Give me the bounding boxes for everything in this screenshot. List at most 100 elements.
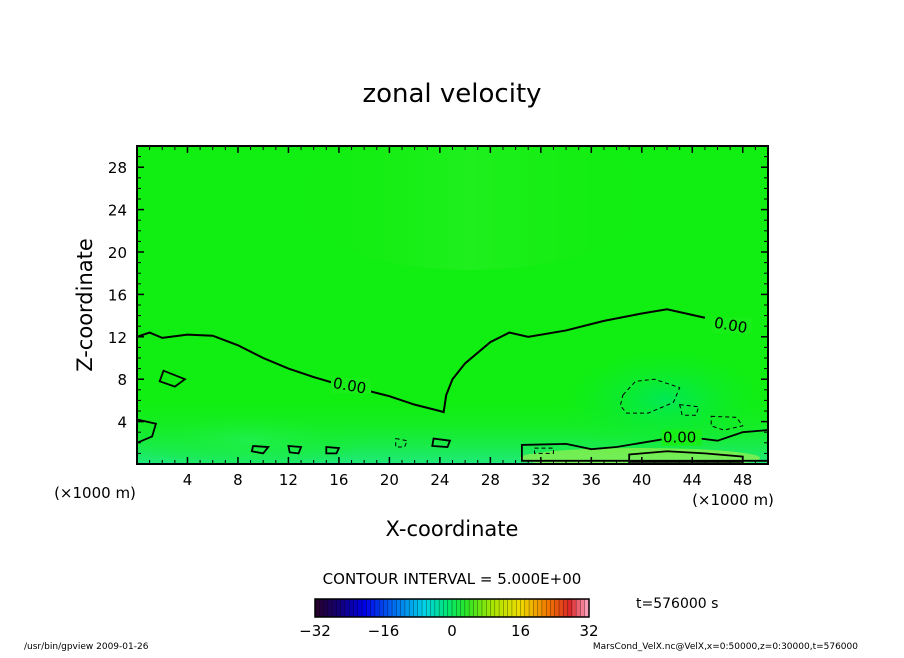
- colorbar-cell: [524, 599, 530, 617]
- colorbar-cell: [366, 599, 371, 617]
- colorbar-cell: [319, 599, 324, 617]
- colorbar-cell: [503, 599, 508, 617]
- x-tick-label: 24: [430, 471, 449, 489]
- footer-right: MarsCond_VelX.nc@VelX,x=0:50000,z=0:3000…: [592, 642, 858, 652]
- colorbar-cell: [404, 599, 410, 617]
- field-shade-upper: [290, 146, 650, 270]
- contour-label: 0.00: [663, 429, 696, 447]
- x-tick-label: 48: [733, 471, 752, 489]
- colorbar-cell: [400, 599, 406, 617]
- colorbar-cell: [417, 599, 423, 617]
- colorbar-tick-label: −32: [299, 622, 331, 640]
- y-tick-label: 12: [108, 329, 127, 347]
- colorbar-cell: [559, 599, 564, 617]
- colorbar-cell: [473, 599, 478, 617]
- x-tick-label: 20: [380, 471, 399, 489]
- y-tick-label: 20: [108, 244, 127, 262]
- x-tick-label: 4: [183, 471, 193, 489]
- x-tick-label: 36: [582, 471, 601, 489]
- field-shading: 0.00 0.00 0.00: [137, 146, 768, 464]
- y-tick-label: 4: [117, 414, 127, 432]
- colorbar-cell: [563, 599, 568, 617]
- contour-label: 0.00: [713, 314, 749, 338]
- colorbar-cell: [383, 599, 389, 617]
- colorbar-cell: [584, 599, 590, 617]
- colorbar-cell: [379, 599, 384, 617]
- colorbar-cell: [567, 599, 573, 617]
- contour-label-bg: [712, 317, 753, 334]
- colorbar-cell: [452, 599, 457, 617]
- colorbar-cell: [481, 599, 487, 617]
- x-tick-label: 44: [683, 471, 702, 489]
- colorbar-ticks: −32 −16 0 16 32: [299, 622, 598, 640]
- colorbar-cell: [571, 599, 577, 617]
- time-label: t=576000 s: [636, 596, 718, 612]
- colorbar-cell: [315, 599, 320, 617]
- field-shade-near-surface: [137, 410, 370, 464]
- colorbar-cell: [499, 599, 504, 617]
- colorbar-cell: [456, 599, 461, 617]
- colorbar-cell: [550, 599, 556, 617]
- y-axis-ticks: 4 8 12 16 20 24 28: [108, 156, 768, 454]
- colorbar: [314, 599, 590, 617]
- zero-contour-small: [250, 445, 271, 455]
- colorbar-cell: [516, 599, 521, 617]
- colorbar-cell: [344, 599, 350, 617]
- colorbar-cell: [554, 599, 560, 617]
- zero-contour-main: [137, 308, 706, 414]
- colorbar-cell: [413, 599, 419, 617]
- contour-label-bg: [331, 377, 372, 394]
- colorbar-cell: [422, 599, 427, 617]
- chart-title: zonal velocity: [362, 79, 541, 109]
- zero-contour-small: [137, 418, 158, 444]
- colorbar-cell: [576, 599, 581, 617]
- y-tick-label: 24: [108, 202, 127, 220]
- colorbar-cell: [439, 599, 444, 617]
- colorbar-cell: [362, 599, 367, 617]
- colorbar-cell: [529, 599, 534, 617]
- zero-contour-small: [158, 369, 187, 388]
- contour-interval-label: CONTOUR INTERVAL = 5.000E+00: [323, 570, 582, 588]
- zero-contour-small: [287, 444, 303, 455]
- negative-contour: [679, 404, 700, 416]
- colorbar-cell: [511, 599, 517, 617]
- colorbar-cell: [460, 599, 466, 617]
- colorbar-cell: [546, 599, 551, 617]
- x-tick-label: 32: [531, 471, 550, 489]
- footer-left: /usr/bin/gpview 2009-01-26: [24, 642, 149, 652]
- colorbar-cell: [520, 599, 526, 617]
- contour-label-bg: [661, 429, 702, 446]
- x-tick-label: 40: [632, 471, 651, 489]
- colorbar-cell: [580, 599, 586, 617]
- colorbar-tick-label: 16: [511, 622, 530, 640]
- colorbar-cell: [443, 599, 449, 617]
- colorbar-cell: [336, 599, 341, 617]
- colorbar-cell: [370, 599, 376, 617]
- y-tick-label: 28: [108, 159, 127, 177]
- negative-contour: [710, 415, 744, 431]
- x-tick-label: 12: [279, 471, 298, 489]
- colorbar-cell: [340, 599, 346, 617]
- colorbar-cell: [409, 599, 414, 617]
- colorbar-cell: [537, 599, 543, 617]
- contour-label: 0.00: [332, 374, 368, 398]
- x-tick-label: 8: [233, 471, 243, 489]
- colorbar-tick-label: −16: [368, 622, 400, 640]
- colorbar-cell: [426, 599, 431, 617]
- colorbar-cell: [477, 599, 483, 617]
- colorbar-cell: [374, 599, 380, 617]
- colorbar-cell: [464, 599, 470, 617]
- x-tick-label: 28: [481, 471, 500, 489]
- colorbar-cell: [486, 599, 491, 617]
- negative-contour: [534, 447, 554, 454]
- colorbar-cell: [396, 599, 401, 617]
- colorbar-cell: [349, 599, 354, 617]
- x-unit-label-left: (×1000 m): [54, 484, 136, 502]
- colorbar-cell: [541, 599, 547, 617]
- colorbar-cell: [323, 599, 329, 617]
- colorbar-cell: [392, 599, 397, 617]
- x-unit-label-right: (×1000 m): [692, 491, 774, 509]
- y-tick-label: 16: [108, 286, 127, 304]
